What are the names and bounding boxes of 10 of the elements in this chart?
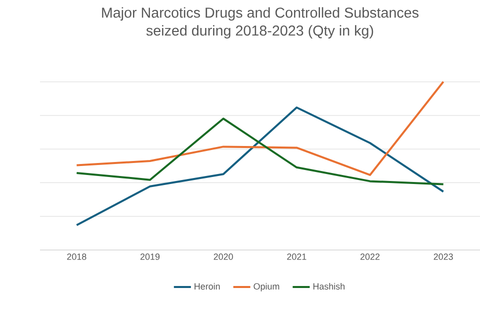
x-tick-label: 2019 <box>140 254 160 260</box>
x-tick-label: 2018 <box>67 254 86 260</box>
x-tick-label: 2021 <box>287 254 306 260</box>
legend-label: Heroin <box>194 282 220 290</box>
legend-label: Opium <box>254 282 280 292</box>
chart-title: Major Narcotics Drugs and Controlled Substances seized during 2018-2023 (Qty in kg) <box>102 7 418 39</box>
x-tick-label: 2023 <box>434 254 453 260</box>
x-tick-label: 2020 <box>214 254 233 260</box>
legend-label: Hashish <box>313 282 345 290</box>
x-tick-label: 2022 <box>360 254 380 260</box>
